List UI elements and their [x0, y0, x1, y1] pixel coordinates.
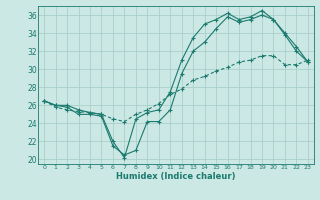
X-axis label: Humidex (Indice chaleur): Humidex (Indice chaleur)	[116, 172, 236, 181]
